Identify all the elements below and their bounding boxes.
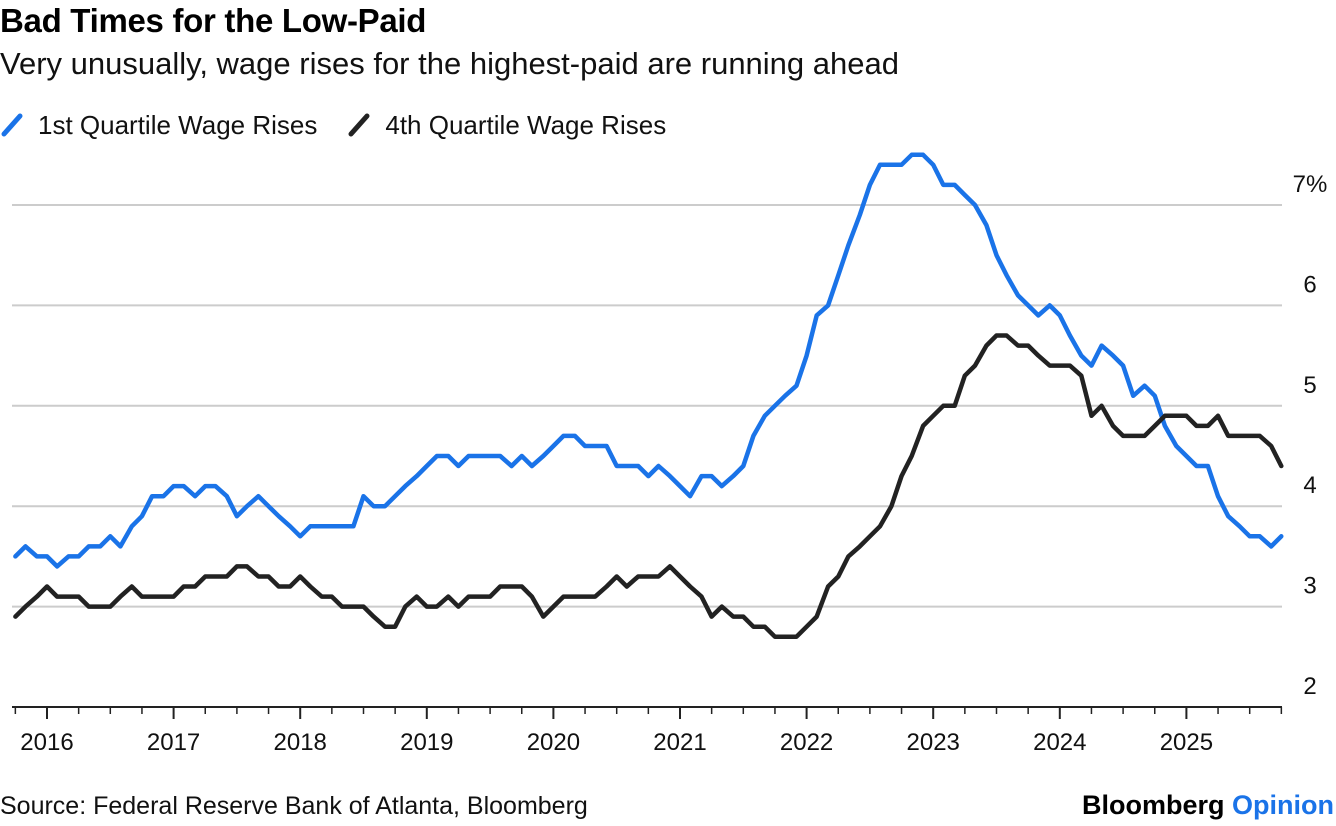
x-tick-label-2023: 2023 bbox=[907, 729, 960, 756]
x-tick-label-2018: 2018 bbox=[274, 729, 327, 756]
x-tick-label-2022: 2022 bbox=[780, 729, 833, 756]
y-tick-label-2: 2 bbox=[1303, 673, 1316, 700]
legend-item-q4: 4th Quartile Wage Rises bbox=[347, 110, 666, 141]
y-tick-label-3: 3 bbox=[1303, 573, 1316, 600]
chart-subtitle: Very unusually, wage rises for the highe… bbox=[0, 46, 899, 81]
legend-item-q1: 1st Quartile Wage Rises bbox=[0, 110, 317, 141]
chart-title: Bad Times for the Low-Paid bbox=[0, 2, 427, 39]
y-tick-label-7: 7% bbox=[1293, 171, 1328, 198]
x-tick-label-2025: 2025 bbox=[1160, 729, 1213, 756]
legend-swatch-q4 bbox=[348, 113, 370, 137]
x-tick-label-2024: 2024 bbox=[1033, 729, 1086, 756]
legend: 1st Quartile Wage Rises 4th Quartile Wag… bbox=[0, 108, 696, 142]
legend-swatch-q1 bbox=[1, 113, 23, 137]
series-line-q1 bbox=[13, 152, 1284, 569]
y-tick-label-6: 6 bbox=[1303, 271, 1316, 298]
brand-opinion: Opinion bbox=[1232, 790, 1334, 820]
x-tick-label-2016: 2016 bbox=[20, 729, 73, 756]
x-tick-label-2020: 2020 bbox=[527, 729, 580, 756]
y-tick-label-5: 5 bbox=[1303, 372, 1316, 399]
series-line-q4 bbox=[13, 333, 1284, 639]
brand-logo: Bloomberg Opinion bbox=[1082, 790, 1334, 821]
brand-bloomberg: Bloomberg bbox=[1081, 790, 1225, 820]
source-note: Source: Federal Reserve Bank of Atlanta,… bbox=[0, 792, 588, 820]
x-tick-label-2021: 2021 bbox=[653, 729, 706, 756]
legend-label-q4: 4th Quartile Wage Rises bbox=[385, 109, 667, 140]
y-tick-label-4: 4 bbox=[1303, 472, 1316, 499]
x-tick-label-2017: 2017 bbox=[147, 729, 200, 756]
legend-label-q1: 1st Quartile Wage Rises bbox=[38, 109, 318, 140]
x-tick-label-2019: 2019 bbox=[400, 729, 453, 756]
